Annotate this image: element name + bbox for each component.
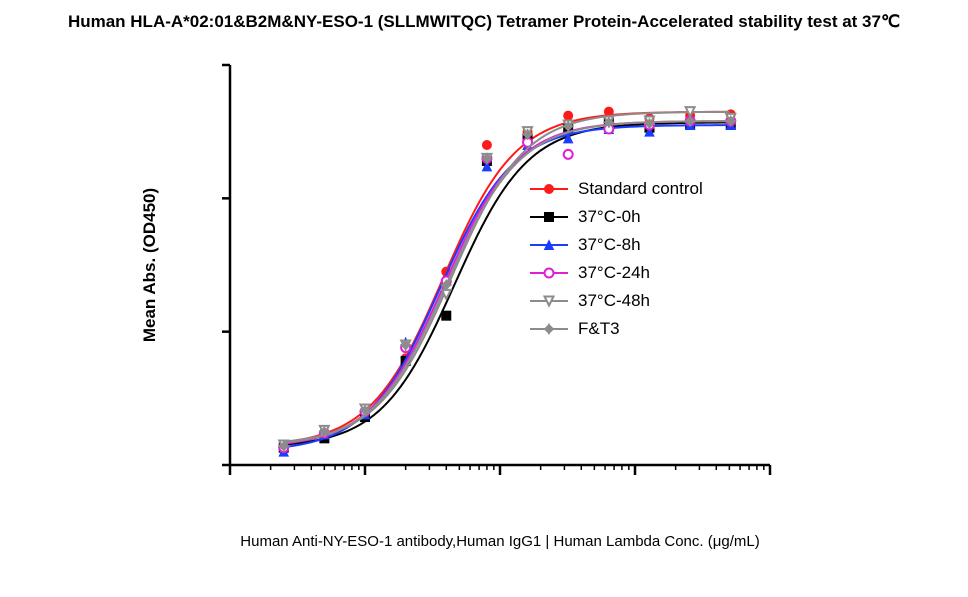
legend-row: F&T3 — [530, 315, 703, 343]
legend-label: 37°C-8h — [578, 235, 641, 255]
legend-label: 37°C-0h — [578, 207, 641, 227]
legend-row: Standard control — [530, 175, 703, 203]
legend-label: F&T3 — [578, 319, 620, 339]
plot-area: Mean Abs. (OD450) 01230.00010.0010.010.1… — [220, 55, 780, 475]
legend-swatch — [530, 264, 568, 282]
x-axis-label: Human Anti-NY-ESO-1 antibody,Human IgG1 … — [240, 533, 759, 550]
legend-swatch — [530, 320, 568, 338]
legend-swatch — [530, 180, 568, 198]
legend-label: 37°C-24h — [578, 263, 650, 283]
legend-row: 37°C-24h — [530, 259, 703, 287]
page-root: Human HLA-A*02:01&B2M&NY-ESO-1 (SLLMWITQ… — [0, 0, 968, 597]
chart-title: Human HLA-A*02:01&B2M&NY-ESO-1 (SLLMWITQ… — [0, 12, 968, 32]
legend-row: 37°C-48h — [530, 287, 703, 315]
legend-row: 37°C-8h — [530, 231, 703, 259]
legend-row: 37°C-0h — [530, 203, 703, 231]
legend-swatch — [530, 236, 568, 254]
legend-swatch — [530, 292, 568, 310]
legend-swatch — [530, 208, 568, 226]
legend: Standard control 37°C-0h 37°C-8h 37°C-24h 37… — [530, 175, 703, 343]
y-axis-label: Mean Abs. (OD450) — [140, 188, 160, 342]
legend-label: Standard control — [578, 179, 703, 199]
legend-label: 37°C-48h — [578, 291, 650, 311]
